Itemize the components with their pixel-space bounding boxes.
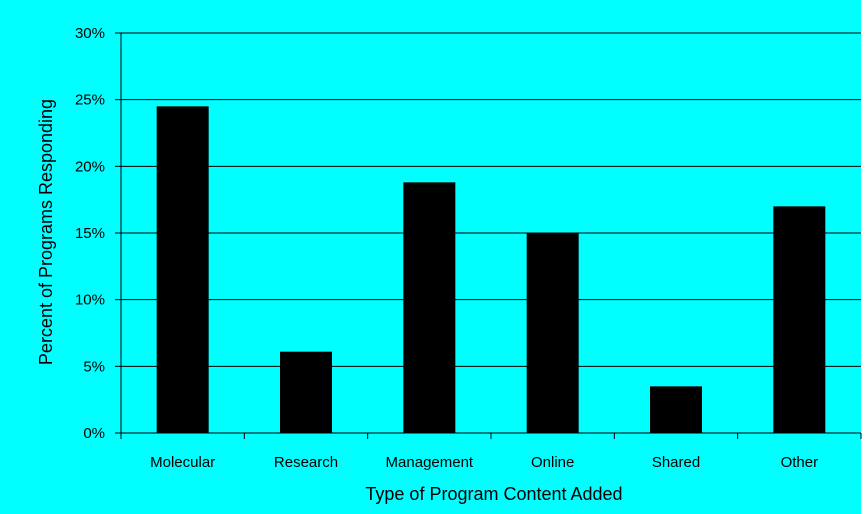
bar-shared — [650, 386, 702, 433]
bar-other — [773, 206, 826, 433]
page-margin — [861, 0, 867, 514]
gridlines — [121, 32, 861, 367]
bars — [156, 106, 826, 433]
y-tick-label: 20% — [75, 158, 105, 175]
y-tick-label: 10% — [75, 292, 105, 309]
x-tick-label: Shared — [652, 454, 700, 471]
x-tick-label: Research — [274, 454, 338, 471]
bar-research — [280, 351, 332, 433]
y-tick-label: 25% — [75, 92, 105, 109]
y-tick-label: 15% — [75, 225, 105, 242]
y-tick-label: 30% — [75, 25, 105, 42]
axes — [115, 32, 862, 439]
y-axis-title: Percent of Programs Responding — [36, 99, 56, 365]
bar-management — [403, 182, 456, 433]
tick-labels: 0% 5% 10% 15% 20% 25% 30% Molecular Research Mana… — [75, 25, 818, 471]
x-axis-title: Type of Program Content Added — [365, 484, 622, 504]
x-tick-label: Online — [531, 454, 574, 471]
x-tick-label: Other — [781, 454, 819, 471]
x-tick-label: Management — [386, 454, 474, 471]
x-tick-label: Molecular — [150, 454, 215, 471]
bar-molecular — [156, 106, 209, 433]
y-tick-label: 0% — [83, 425, 105, 442]
y-tick-label: 5% — [83, 358, 105, 375]
bar-online — [526, 233, 579, 433]
